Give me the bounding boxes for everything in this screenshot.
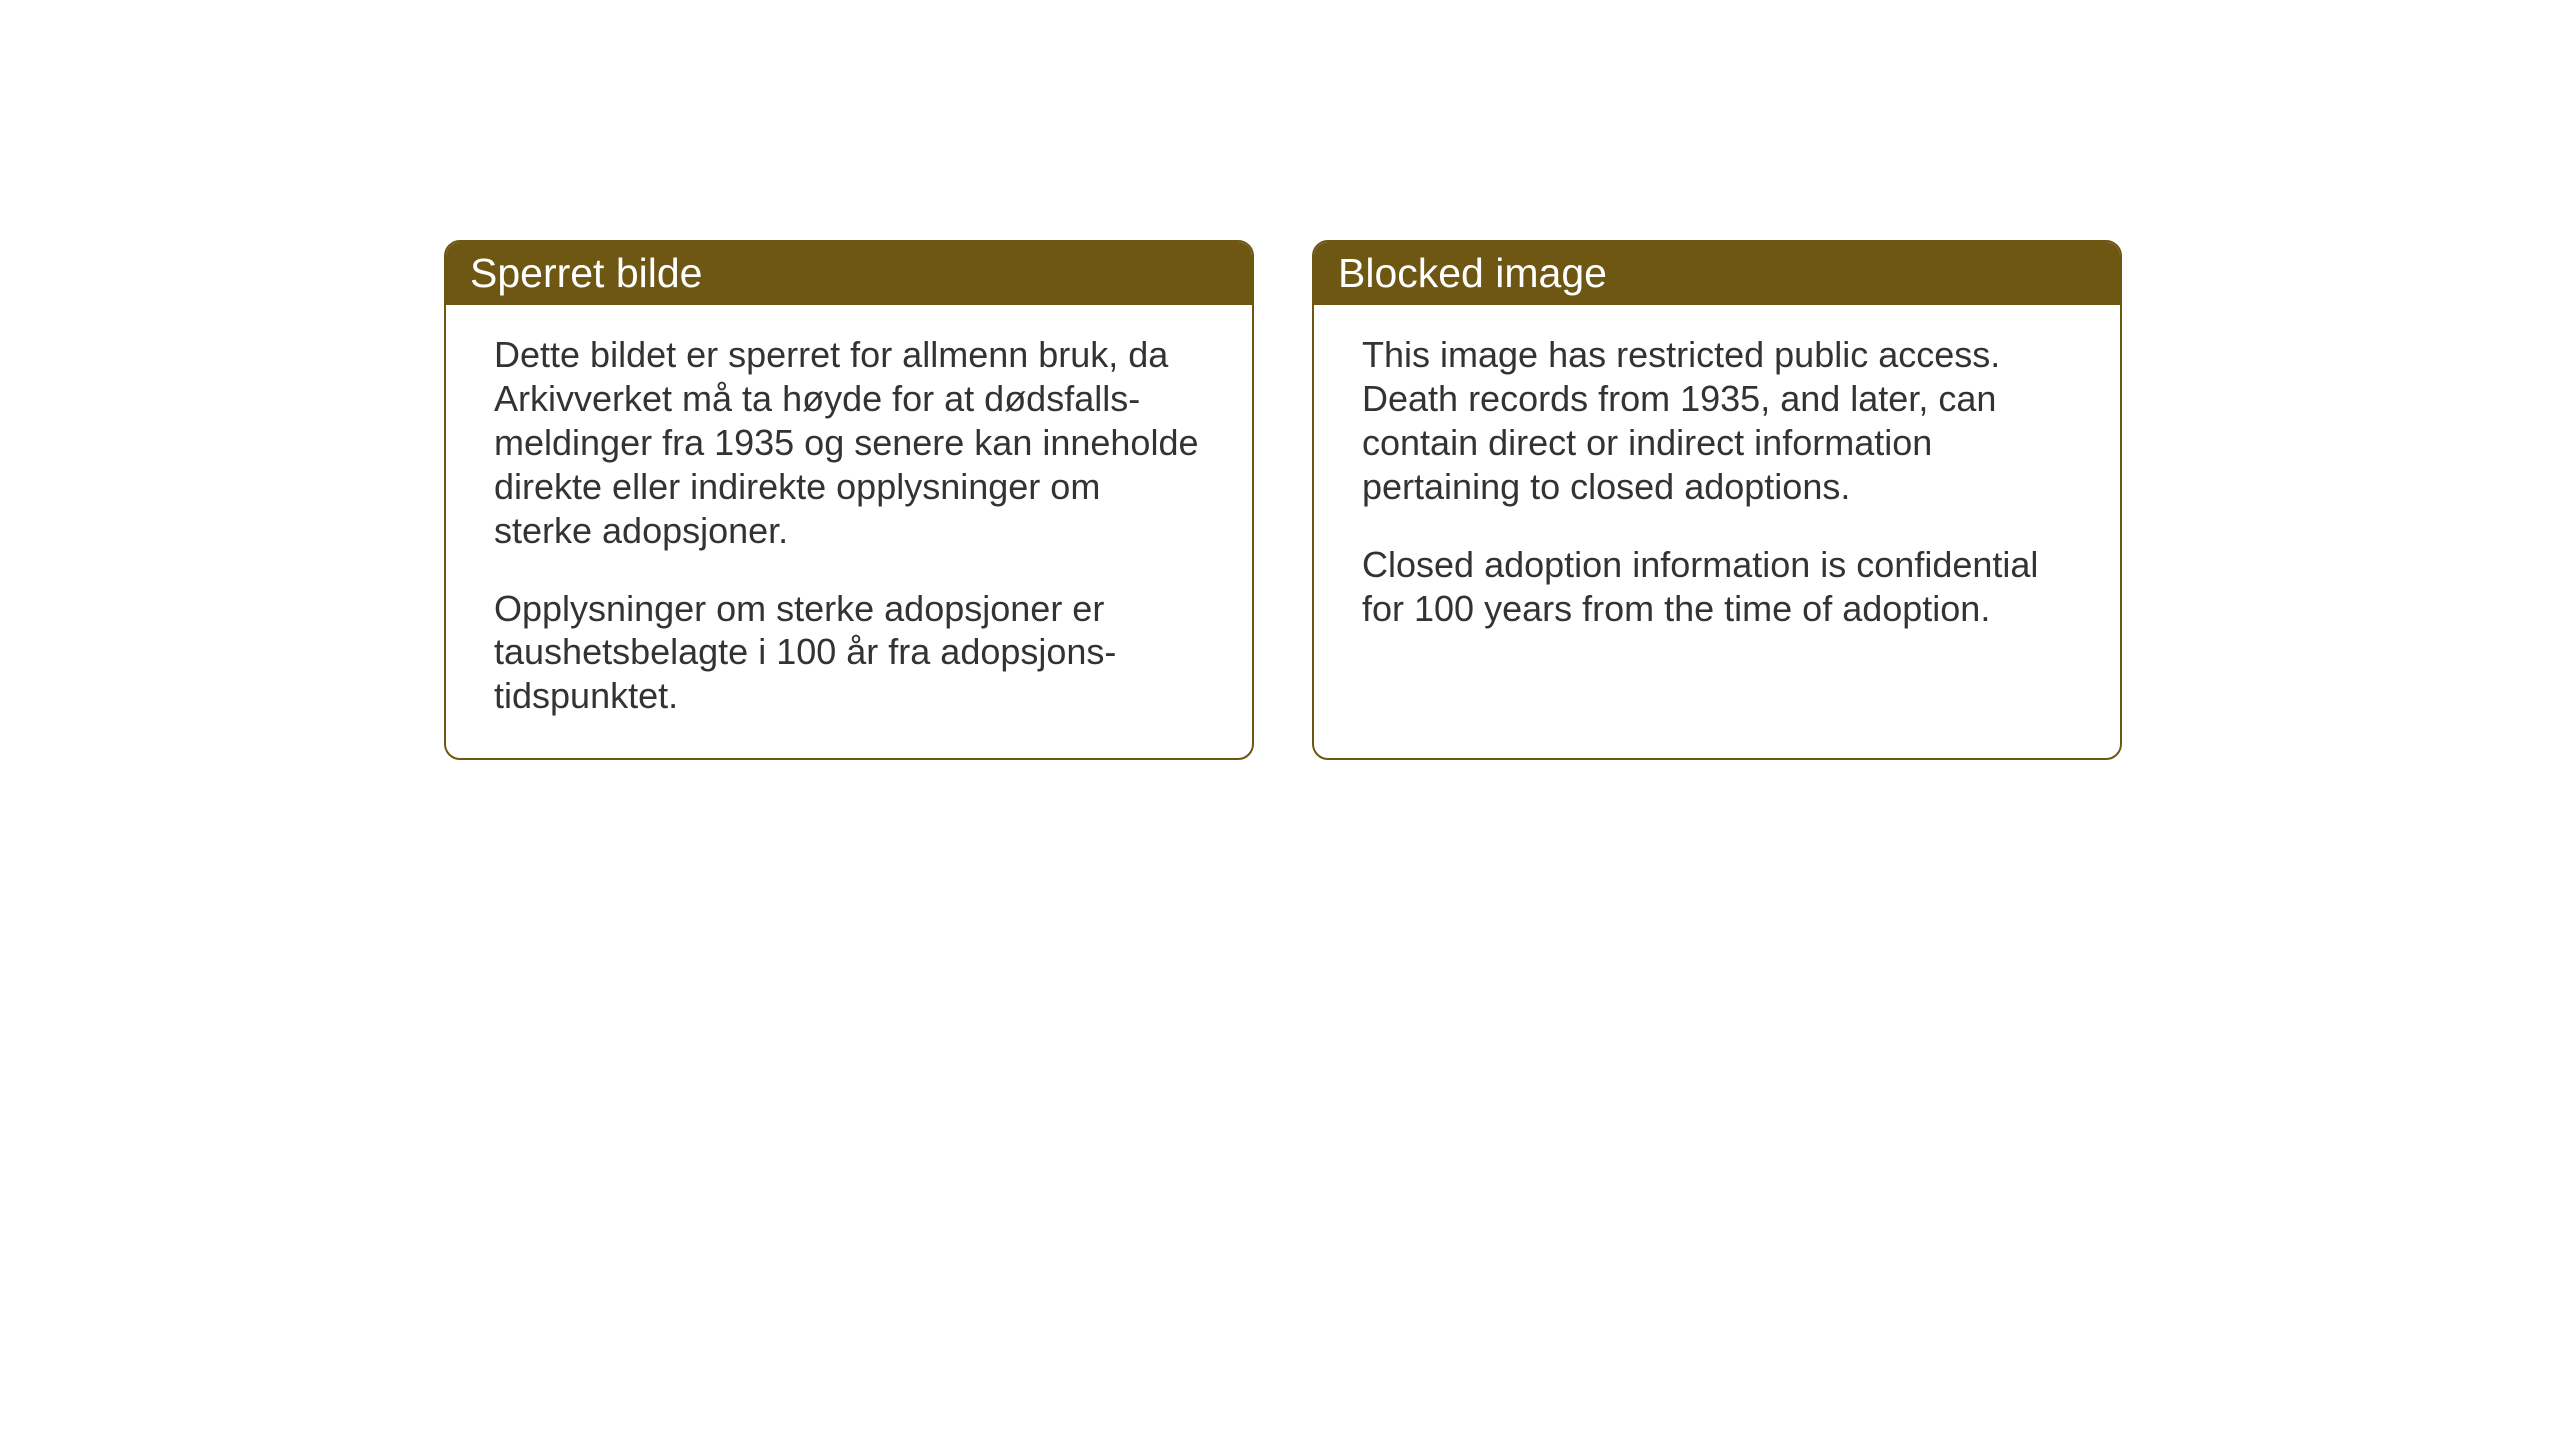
norwegian-card-body: Dette bildet er sperret for allmenn bruk… [446,305,1252,758]
norwegian-notice-card: Sperret bilde Dette bildet er sperret fo… [444,240,1254,760]
english-card-body: This image has restricted public access.… [1314,305,2120,670]
english-notice-card: Blocked image This image has restricted … [1312,240,2122,760]
norwegian-paragraph-2: Opplysninger om sterke adopsjoner er tau… [494,587,1204,719]
english-paragraph-1: This image has restricted public access.… [1362,333,2072,509]
notice-container: Sperret bilde Dette bildet er sperret fo… [444,240,2122,760]
english-card-header: Blocked image [1314,242,2120,305]
english-paragraph-2: Closed adoption information is confident… [1362,543,2072,631]
norwegian-card-header: Sperret bilde [446,242,1252,305]
norwegian-paragraph-1: Dette bildet er sperret for allmenn bruk… [494,333,1204,553]
